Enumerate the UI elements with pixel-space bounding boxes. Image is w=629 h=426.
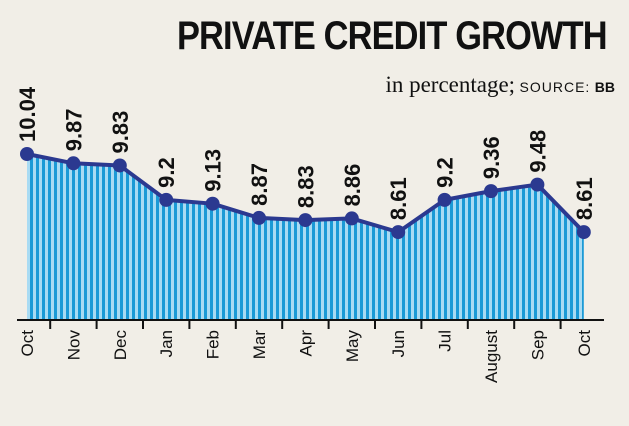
data-point bbox=[112, 158, 127, 173]
data-label: 8.86 bbox=[340, 164, 365, 207]
data-label: 9.36 bbox=[479, 136, 504, 179]
x-tick-label: May bbox=[343, 330, 362, 363]
data-label: 9.2 bbox=[433, 157, 458, 188]
data-label: 8.87 bbox=[247, 163, 272, 206]
x-tick-label: Mar bbox=[250, 330, 269, 360]
data-label: 9.87 bbox=[61, 108, 86, 151]
subtitle-text: in percentage; bbox=[385, 72, 516, 97]
area-fill bbox=[27, 154, 584, 320]
data-label: 9.83 bbox=[108, 111, 133, 154]
x-tick-label: August bbox=[482, 330, 501, 383]
data-label: 8.83 bbox=[293, 165, 318, 208]
data-point bbox=[252, 210, 266, 225]
data-point bbox=[298, 213, 313, 228]
data-point bbox=[484, 184, 498, 199]
data-label: 9.48 bbox=[525, 130, 550, 173]
data-point bbox=[530, 177, 545, 192]
data-label: 9.13 bbox=[201, 149, 226, 192]
data-point bbox=[20, 147, 34, 161]
chart-subtitle: in percentage; SOURCE: BB bbox=[385, 72, 615, 98]
x-tick-label: Jan bbox=[157, 330, 176, 357]
source-value: BB bbox=[594, 79, 615, 95]
data-point bbox=[159, 192, 174, 207]
data-point bbox=[391, 225, 406, 240]
x-tick-label: Feb bbox=[204, 330, 223, 359]
data-point bbox=[437, 192, 452, 207]
source-label: SOURCE: bbox=[519, 79, 591, 95]
x-tick-label: Sep bbox=[528, 330, 547, 360]
data-label: 9.2 bbox=[154, 157, 179, 188]
data-point bbox=[205, 196, 220, 211]
data-label: 10.04 bbox=[15, 86, 40, 142]
x-tick-label: Oct bbox=[18, 330, 37, 357]
data-label: 8.61 bbox=[572, 177, 597, 220]
data-point bbox=[66, 156, 81, 171]
data-label: 8.61 bbox=[386, 177, 411, 220]
x-tick-label: Nov bbox=[64, 330, 83, 361]
x-tick-label: Dec bbox=[111, 330, 130, 361]
x-tick-label: Jun bbox=[389, 330, 408, 357]
data-point bbox=[576, 225, 591, 240]
x-tick-label: Oct bbox=[575, 330, 594, 357]
x-tick-label: Apr bbox=[296, 330, 315, 357]
x-tick-label: Jul bbox=[436, 330, 455, 352]
data-point bbox=[344, 211, 359, 226]
chart-title: PRIVATE CREDIT GROWTH bbox=[177, 14, 608, 58]
